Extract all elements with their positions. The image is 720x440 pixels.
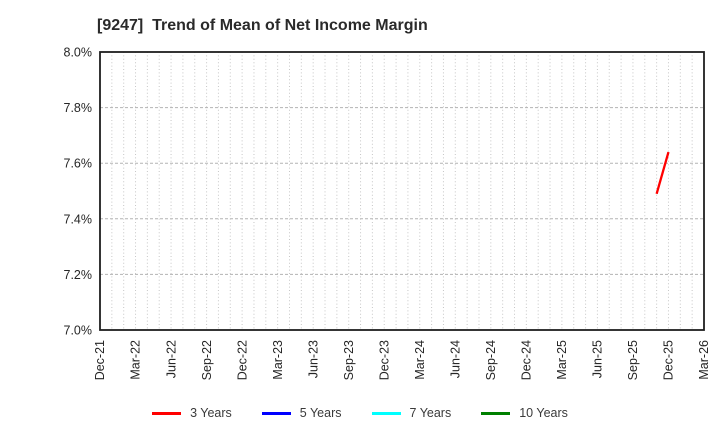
legend-item-7-years: 7 Years xyxy=(371,406,452,420)
x-tick-label: Dec-22 xyxy=(235,340,249,380)
plot-area: 7.0% 7.2% 7.4% 7.6% 7.8% 8.0% Dec-21 Mar-22 Jun-… xyxy=(64,46,712,381)
x-tick-label: Dec-23 xyxy=(377,340,391,380)
legend-label-5-years: 5 Years xyxy=(299,406,342,420)
y-tick-label: 8.0% xyxy=(64,46,93,60)
x-tick-label: Dec-24 xyxy=(520,340,534,380)
y-tick-label: 7.0% xyxy=(64,324,93,338)
legend-label-10-years: 10 Years xyxy=(519,406,568,420)
x-tick-label: Jun-25 xyxy=(591,340,605,378)
x-tick-label: Jun-22 xyxy=(164,340,178,378)
legend-swatch-7-years xyxy=(371,411,401,415)
x-tick-label: Mar-24 xyxy=(413,340,427,380)
x-tick-label: Jun-24 xyxy=(448,340,462,378)
legend-swatch-10-years xyxy=(481,411,511,415)
x-tick-label: Sep-23 xyxy=(342,340,356,380)
y-tick-label: 7.2% xyxy=(64,268,93,282)
legend-label-7-years: 7 Years xyxy=(409,406,452,420)
plot-border xyxy=(99,51,705,331)
y-tick-label: 7.8% xyxy=(64,101,93,115)
y-tick-label: 7.4% xyxy=(64,212,93,226)
x-tick-label: Mar-26 xyxy=(697,340,711,380)
legend-swatch-3-years xyxy=(152,411,182,415)
x-tick-label: Sep-22 xyxy=(200,340,214,380)
series-line-3-years xyxy=(655,151,670,195)
x-tick-label: Dec-21 xyxy=(93,340,107,380)
x-tick-label: Sep-24 xyxy=(484,340,498,380)
x-tick-label: Mar-25 xyxy=(555,340,569,380)
legend-label-3-years: 3 Years xyxy=(190,406,232,420)
chart-title: [9247] Trend of Mean of Net Income Margi… xyxy=(97,17,428,34)
x-tick-label: Mar-22 xyxy=(129,340,143,380)
x-tick-label: Sep-25 xyxy=(626,340,640,380)
x-tick-label: Dec-25 xyxy=(662,340,676,380)
legend-item-5-years: 5 Years xyxy=(261,406,342,420)
y-tick-label: 7.6% xyxy=(64,157,93,171)
legend: 3 Years 5 Years 7 Years 10 Years xyxy=(0,403,720,423)
x-tick-label: Jun-23 xyxy=(306,340,320,378)
legend-item-3-years: 3 Years xyxy=(152,406,232,420)
legend-item-10-years: 10 Years xyxy=(481,406,568,420)
x-tick-label: Mar-23 xyxy=(271,340,285,380)
legend-swatch-5-years xyxy=(261,411,291,415)
